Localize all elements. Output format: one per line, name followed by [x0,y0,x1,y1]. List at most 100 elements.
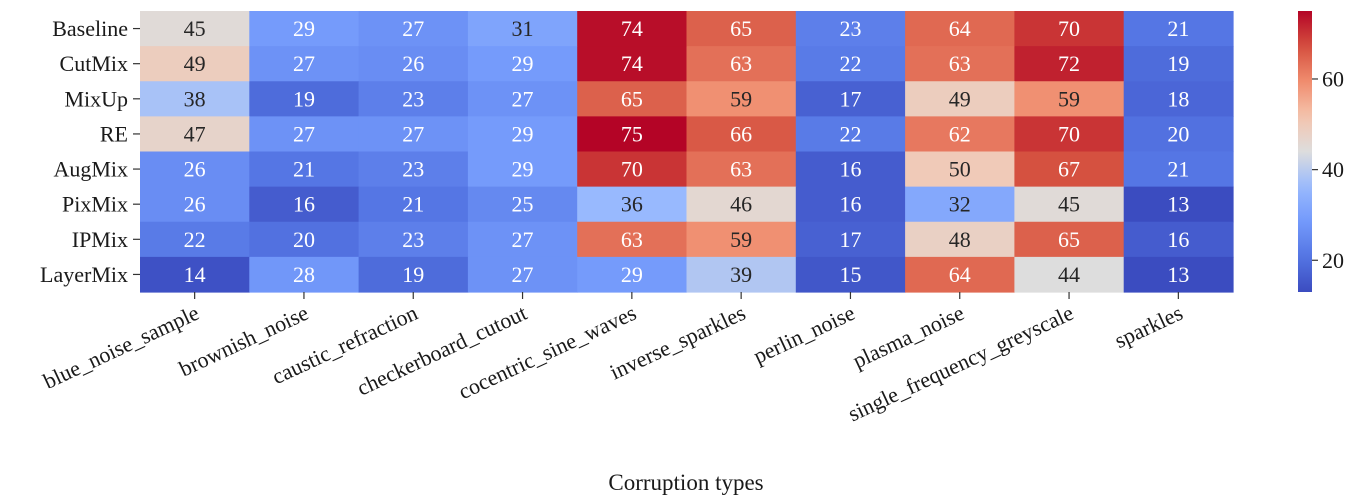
heatmap-cell [1014,116,1125,153]
cell-value-label: 23 [839,16,861,41]
row-label: MixUp [64,86,128,111]
heatmap-cell [358,81,469,117]
column-label: cocentric_sine_waves [454,300,640,404]
cell-value-label: 29 [512,121,534,146]
cell-value-label: 74 [621,16,643,41]
heatmap-cell [467,11,578,47]
heatmap-cell [795,221,906,258]
heatmap-cell [905,256,1015,293]
heatmap-cell [1014,46,1125,82]
heatmap-cell [249,151,360,188]
cell-value-label: 23 [402,157,424,182]
cell-value-label: 70 [1058,16,1080,41]
heatmap-cell [905,81,1015,117]
cell-value-label: 16 [839,157,861,182]
cell-value-label: 17 [839,227,861,252]
cell-value-label: 13 [1167,192,1189,217]
heatmap-cell [467,186,578,223]
heatmap-cell [905,116,1015,153]
cell-value-label: 65 [1058,227,1080,252]
cell-value-label: 72 [1058,51,1080,76]
cell-value-label: 21 [402,192,424,217]
heatmap-cell [467,151,578,188]
column-label: sparkles [1111,300,1187,353]
heatmap-cell [577,151,688,188]
heatmap-cell [1014,221,1125,258]
cell-value-label: 21 [1167,16,1189,41]
heatmap-cell [140,11,250,47]
cell-value-label: 26 [184,157,206,182]
heatmap-cell [467,116,578,153]
cell-value-label: 32 [949,192,971,217]
cell-value-label: 22 [839,121,861,146]
cell-value-label: 63 [621,227,643,252]
heatmap-cell [577,256,688,293]
heatmap-cell [467,256,578,293]
cell-value-label: 29 [621,262,643,287]
heatmap-cell [577,116,688,153]
heatmap-cell [686,186,797,223]
heatmap-cell [140,151,250,188]
heatmap-cell [905,11,1015,47]
heatmap-cell [905,186,1015,223]
cell-value-label: 50 [949,157,971,182]
row-label: RE [100,121,128,146]
heatmap-cell [249,186,360,223]
colorbar-tick-label: 60 [1322,66,1344,91]
heatmap-cell [1123,116,1234,153]
cell-value-label: 45 [1058,192,1080,217]
cell-value-label: 27 [512,262,534,287]
heatmap-cell [905,46,1015,82]
heatmap-cell [795,256,906,293]
heatmap-cell [577,186,688,223]
cell-value-label: 22 [184,227,206,252]
heatmap-cell [358,256,469,293]
cell-value-label: 31 [512,16,534,41]
cell-value-label: 48 [949,227,971,252]
cell-value-label: 63 [730,157,752,182]
row-label: LayerMix [40,262,128,287]
column-labels: blue_noise_samplebrownish_noisecaustic_r… [39,292,1186,426]
cell-value-label: 19 [402,262,424,287]
cell-value-label: 66 [730,121,752,146]
column-label: perlin_noise [749,300,858,369]
heatmap-cell [795,116,906,153]
row-label: IPMix [72,227,128,252]
cell-value-label: 23 [402,86,424,111]
colorbar-gradient [1298,11,1312,292]
heatmap-cell [795,46,906,82]
cell-value-label: 63 [949,51,971,76]
cell-value-label: 67 [1058,157,1080,182]
heatmap-cell [249,11,360,47]
x-axis-label: Corruption types [608,470,763,495]
heatmap-cell [140,81,250,117]
cell-value-label: 27 [293,121,315,146]
heatmap-cell [358,11,469,47]
heatmap-cell [577,46,688,82]
cell-value-label: 17 [839,86,861,111]
cell-value-label: 21 [1167,157,1189,182]
cell-value-label: 27 [512,86,534,111]
heatmap-cell [249,221,360,258]
row-label: Baseline [52,16,128,41]
heatmap-cell [686,256,797,293]
heatmap-cell [686,46,797,82]
heatmap-cell [1123,11,1234,47]
heatmap-cell [358,221,469,258]
colorbar-tick-label: 40 [1322,157,1344,182]
heatmap-cell [795,11,906,47]
cell-value-label: 22 [839,51,861,76]
cell-value-label: 16 [1167,227,1189,252]
heatmap-cell [140,221,250,258]
cell-value-label: 20 [293,227,315,252]
heatmap-cell [577,11,688,47]
cell-value-label: 27 [402,16,424,41]
cell-value-label: 49 [184,51,206,76]
heatmap-cell [686,116,797,153]
cell-value-label: 29 [293,16,315,41]
heatmap-cell [1014,11,1125,47]
heatmap-cell [1123,221,1234,258]
heatmap-cells: 45 29 27 31 74 65 23 64 70 21 49 27 26 29 74 63 22 63 72 19… [140,11,1234,293]
cell-value-label: 27 [402,121,424,146]
